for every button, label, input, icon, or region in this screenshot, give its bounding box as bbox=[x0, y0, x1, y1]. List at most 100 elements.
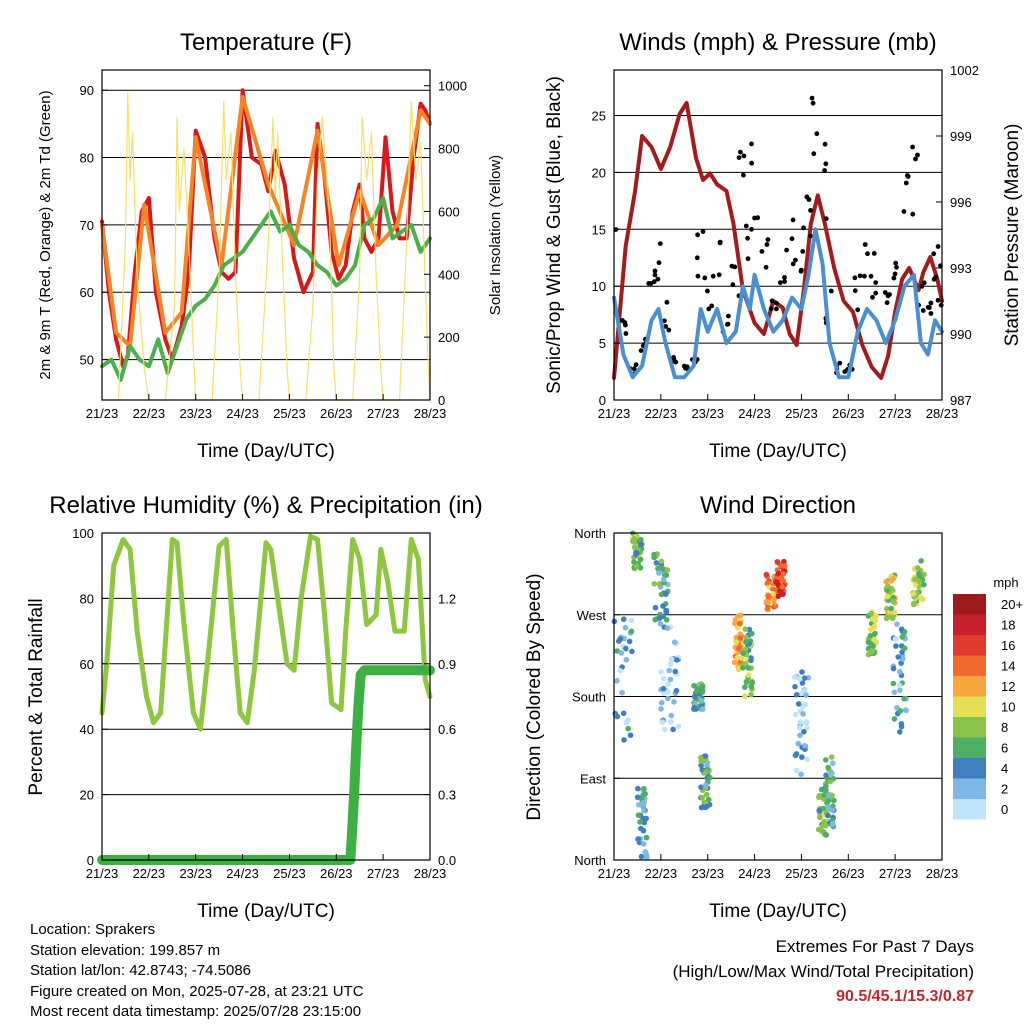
direction-point bbox=[795, 740, 802, 747]
legend-swatch bbox=[953, 635, 986, 656]
direction-point bbox=[656, 615, 663, 621]
direction-point bbox=[745, 665, 752, 671]
plot-frame bbox=[613, 69, 943, 401]
gust-point bbox=[782, 279, 787, 284]
direction-point bbox=[661, 675, 667, 682]
direction-point bbox=[743, 639, 749, 645]
gust-point bbox=[891, 275, 897, 281]
gust-point bbox=[706, 306, 712, 312]
x-tick-label: 25/23 bbox=[273, 406, 306, 421]
direction-point bbox=[617, 636, 624, 642]
direction-point bbox=[659, 719, 666, 725]
direction-point bbox=[775, 570, 782, 577]
y-tick-label: 80 bbox=[80, 591, 94, 606]
direction-point bbox=[623, 645, 629, 652]
gust-point bbox=[905, 174, 911, 179]
direction-point bbox=[658, 669, 664, 675]
direction-point bbox=[641, 807, 647, 814]
gust-point bbox=[749, 141, 754, 147]
y2-tick-label: 200 bbox=[438, 330, 460, 345]
direction-point bbox=[660, 576, 667, 583]
direction-point bbox=[698, 758, 705, 764]
direction-point bbox=[641, 799, 647, 806]
gust-point bbox=[730, 282, 736, 288]
gust-point bbox=[749, 226, 754, 232]
direction-point bbox=[883, 578, 889, 585]
gust-point bbox=[784, 247, 789, 253]
gust-point bbox=[808, 233, 813, 239]
gust-point bbox=[717, 239, 723, 245]
y-tick-label: 15 bbox=[592, 222, 606, 237]
direction-point bbox=[625, 717, 631, 723]
direction-point bbox=[897, 708, 904, 714]
direction-point bbox=[627, 732, 634, 738]
direction-point bbox=[780, 591, 786, 598]
direction-point bbox=[780, 571, 787, 577]
direction-point bbox=[666, 667, 672, 674]
gust-point bbox=[801, 225, 806, 231]
direction-point bbox=[672, 668, 679, 675]
gust-point bbox=[768, 306, 774, 312]
y2-tick-label: 0.6 bbox=[438, 722, 456, 737]
gust-point bbox=[631, 366, 637, 372]
gust-point bbox=[913, 156, 918, 162]
direction-point bbox=[804, 725, 810, 731]
legend-label: 6 bbox=[1001, 741, 1008, 756]
gust-point bbox=[938, 302, 944, 308]
direction-point bbox=[775, 593, 782, 599]
x-tick-label: 22/23 bbox=[645, 866, 678, 881]
direction-point bbox=[803, 719, 809, 725]
gust-point bbox=[633, 362, 639, 368]
gust-point bbox=[857, 273, 863, 279]
latlon-text: Station lat/lon: 42.8743; -74.5086 bbox=[30, 962, 252, 979]
y2-tick-label: 600 bbox=[438, 204, 460, 219]
y-tick-label: 80 bbox=[80, 151, 94, 166]
y2-tick-label: 800 bbox=[438, 142, 460, 157]
direction-point bbox=[816, 794, 822, 800]
direction-point bbox=[625, 725, 631, 732]
direction-point bbox=[623, 656, 630, 663]
direction-point bbox=[614, 678, 620, 684]
gust-point bbox=[873, 280, 879, 285]
gust-point bbox=[893, 260, 899, 266]
gust-point bbox=[769, 298, 775, 304]
gust-point bbox=[871, 251, 877, 256]
gust-point bbox=[673, 359, 679, 365]
direction-point bbox=[890, 680, 897, 687]
direction-point bbox=[733, 639, 740, 645]
direction-point bbox=[705, 796, 712, 803]
direction-point bbox=[827, 778, 834, 785]
direction-point bbox=[699, 804, 706, 810]
y2-tick-label: 993 bbox=[950, 261, 972, 276]
gust-point bbox=[935, 297, 941, 303]
gust-point bbox=[870, 294, 875, 300]
direction-point bbox=[782, 563, 788, 569]
direction-point bbox=[884, 614, 891, 621]
y-tick-label: 20 bbox=[80, 788, 94, 803]
panel-title: Relative Humidity (%) & Precipitation (i… bbox=[49, 492, 482, 519]
direction-point bbox=[671, 699, 677, 705]
gust-point bbox=[652, 272, 658, 278]
direction-point bbox=[868, 610, 875, 617]
y-tick-label: 60 bbox=[80, 657, 94, 672]
gust-point bbox=[798, 268, 804, 274]
gust-point bbox=[927, 305, 932, 310]
plot-frame bbox=[101, 69, 431, 401]
y2-tick-label: 987 bbox=[950, 393, 972, 408]
gust-point bbox=[789, 236, 795, 242]
direction-point bbox=[651, 551, 657, 558]
gust-point bbox=[823, 216, 829, 222]
direction-point bbox=[658, 706, 664, 712]
y2-tick-label: 0 bbox=[438, 393, 445, 408]
direction-point bbox=[656, 570, 662, 576]
gust-point bbox=[865, 251, 870, 257]
direction-point bbox=[740, 650, 746, 656]
gust-point bbox=[804, 194, 810, 200]
gust-point bbox=[793, 257, 798, 263]
x-tick-label: 24/23 bbox=[738, 406, 771, 421]
direction-point bbox=[802, 742, 808, 749]
gust-point bbox=[705, 288, 710, 294]
direction-point bbox=[899, 656, 906, 662]
direction-point bbox=[614, 713, 621, 720]
direction-point bbox=[663, 607, 670, 614]
